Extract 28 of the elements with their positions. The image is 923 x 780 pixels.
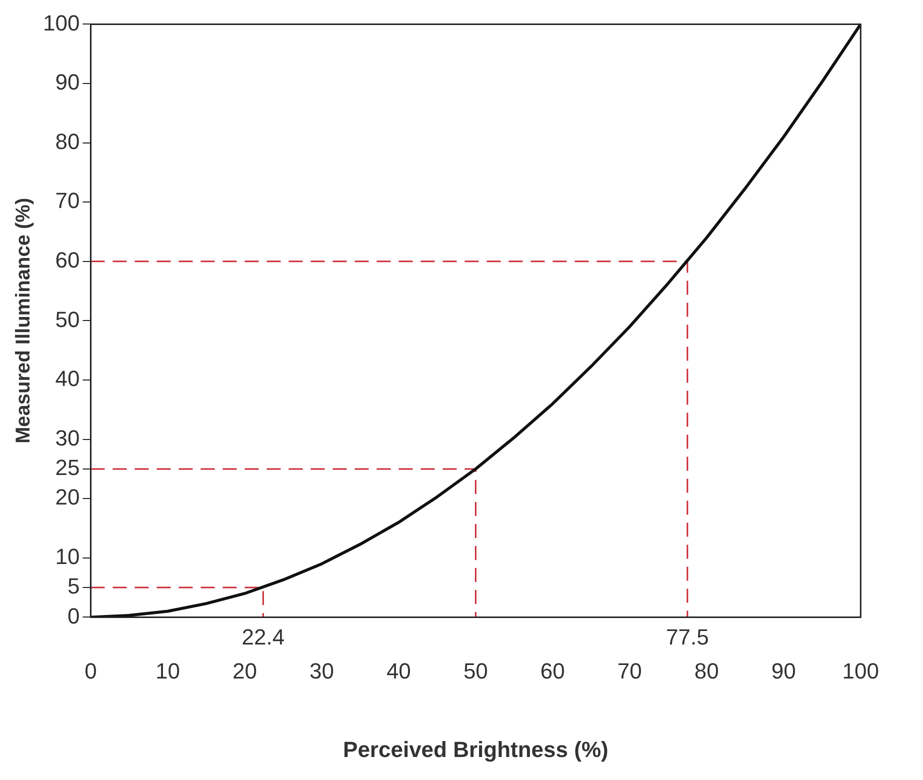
x-tick-label: 20	[232, 658, 257, 684]
y-tick-label: 70	[55, 188, 80, 214]
y-tick-label: 90	[55, 70, 80, 95]
x-tick-label: 60	[540, 658, 565, 684]
x-tick-label: 80	[694, 658, 719, 684]
x-axis-title: Perceived Brightness (%)	[343, 736, 608, 762]
y-tick-label: 5	[67, 574, 80, 599]
y-tick-label: 20	[55, 484, 80, 510]
y-axis-title: Measured Illuminance (%)	[12, 198, 35, 444]
x-tick-label: 90	[771, 658, 796, 684]
x-tick-label: 40	[386, 658, 411, 684]
y-tick-label: 40	[55, 366, 80, 392]
annotation: 22.4	[242, 624, 285, 650]
x-tick-label: 30	[309, 658, 334, 684]
y-tick-label: 60	[55, 247, 80, 272]
x-tick-label: 70	[617, 658, 642, 684]
y-tick-label: 100	[42, 10, 80, 36]
y-tick-label: 10	[55, 544, 80, 569]
annotation: 77.5	[666, 624, 709, 650]
y-tick-label: 0	[67, 603, 80, 628]
y-tick-label: 30	[55, 425, 80, 450]
y-tick-label: 25	[55, 455, 80, 480]
y-tick-label: 50	[55, 306, 80, 332]
x-tick-label: 50	[463, 658, 488, 684]
x-tick-label: 100	[842, 658, 880, 684]
y-tick-label: 80	[55, 128, 80, 154]
x-tick-label: 0	[84, 658, 97, 684]
x-tick-label: 10	[155, 658, 180, 684]
